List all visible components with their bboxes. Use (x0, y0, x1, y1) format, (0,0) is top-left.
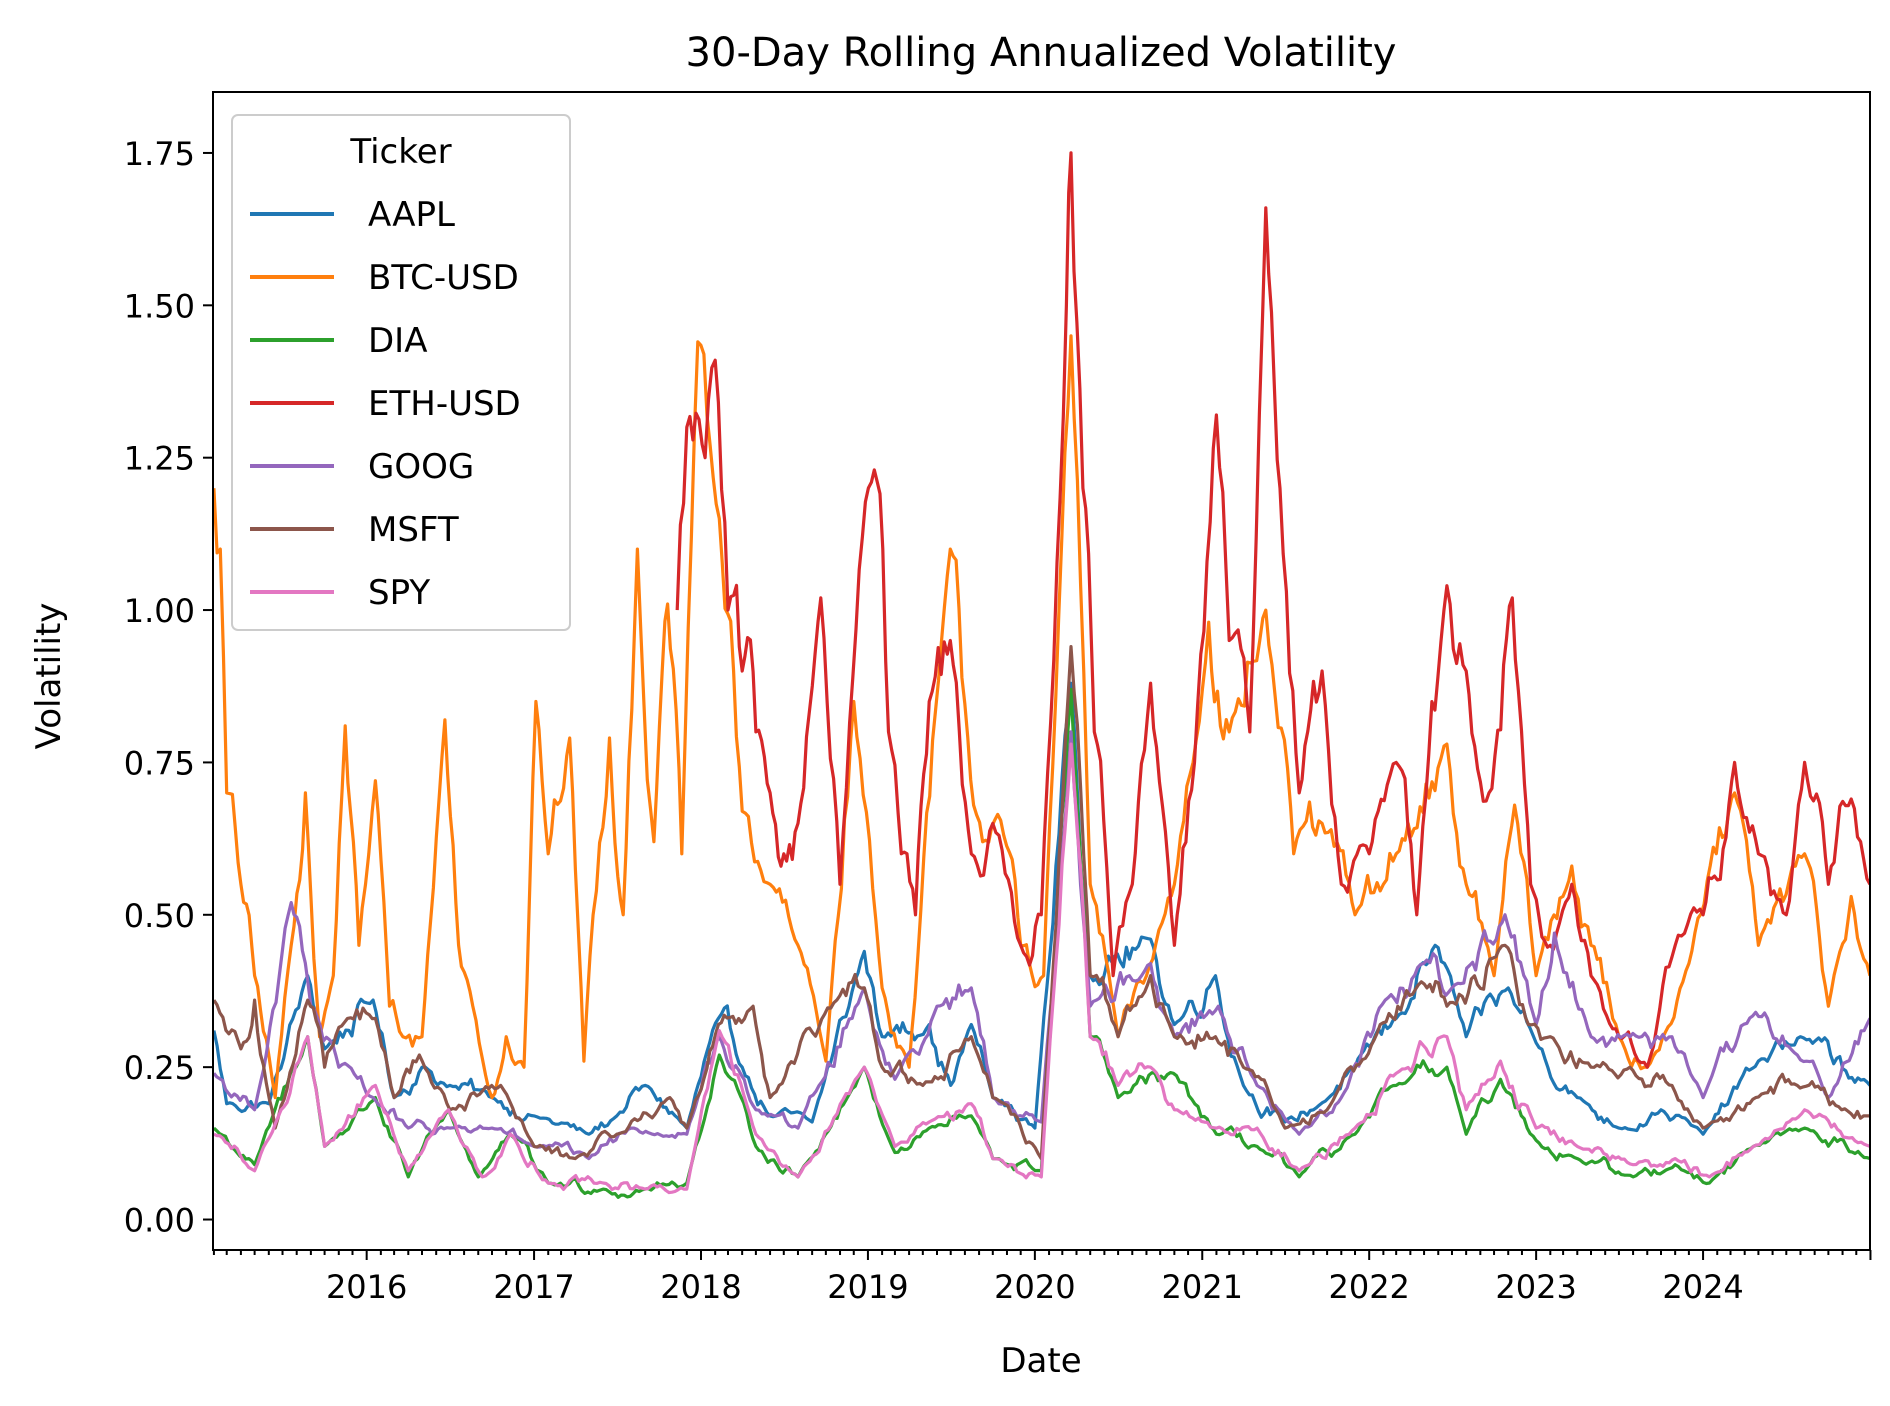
series-line-eth-usd (675, 151, 1870, 1069)
x-tick-label: 2019 (827, 1268, 908, 1306)
y-tick-label: 0.75 (124, 744, 195, 782)
series-lines (213, 151, 1870, 1199)
x-tick-label: 2016 (326, 1268, 407, 1306)
x-tick-label: 2021 (1162, 1268, 1243, 1306)
y-tick-label: 1.50 (124, 287, 195, 325)
legend-label: SPY (368, 573, 430, 613)
y-tick-label: 1.75 (124, 135, 195, 173)
legend-label: DIA (368, 321, 427, 361)
legend-label: BTC-USD (368, 258, 519, 298)
series-line-spy (213, 742, 1870, 1195)
legend-title: Ticker (349, 132, 451, 172)
x-tick-label: 2020 (994, 1268, 1075, 1306)
plot-area-frame (212, 91, 1871, 1251)
series-line-msft (213, 645, 1870, 1161)
legend: Ticker AAPL BTC-USD DIA ETH-USD GOOG MSFT SPY (231, 114, 571, 631)
x-tick-label: 2024 (1662, 1268, 1743, 1306)
legend-entries: AAPL BTC-USD DIA ETH-USD GOOG MSFT SPY (250, 195, 521, 613)
legend-label: AAPL (368, 195, 455, 235)
legend-label: ETH-USD (368, 384, 521, 424)
y-tick-label: 1.25 (124, 440, 195, 478)
chart-title: 30-Day Rolling Annualized Volatility (686, 30, 1397, 76)
y-axis-label: Volatility (29, 603, 69, 750)
legend-label: MSFT (368, 510, 459, 550)
x-tick-label: 2023 (1495, 1268, 1576, 1306)
legend-label: GOOG (368, 447, 474, 487)
x-axis-ticks: 2016 2017 2018 2019 2020 2021 2022 2023 2024 (212, 1250, 1872, 1306)
x-tick-label: 2022 (1328, 1268, 1409, 1306)
y-tick-label: 1.00 (124, 592, 195, 630)
y-tick-label: 0.25 (124, 1049, 195, 1087)
y-axis-ticks: 0.00 0.25 0.50 0.75 1.00 1.25 1.50 1.75 (124, 135, 213, 1240)
x-tick-label: 2018 (660, 1268, 741, 1306)
legend-box (231, 114, 571, 631)
series-line-btc-usd (213, 334, 1870, 1100)
y-tick-label: 0.50 (124, 897, 195, 935)
x-tick-label: 2017 (493, 1268, 574, 1306)
x-axis-label: Date (1000, 1341, 1081, 1381)
series-line-goog (213, 730, 1870, 1161)
y-tick-label: 0.00 (124, 1202, 195, 1240)
